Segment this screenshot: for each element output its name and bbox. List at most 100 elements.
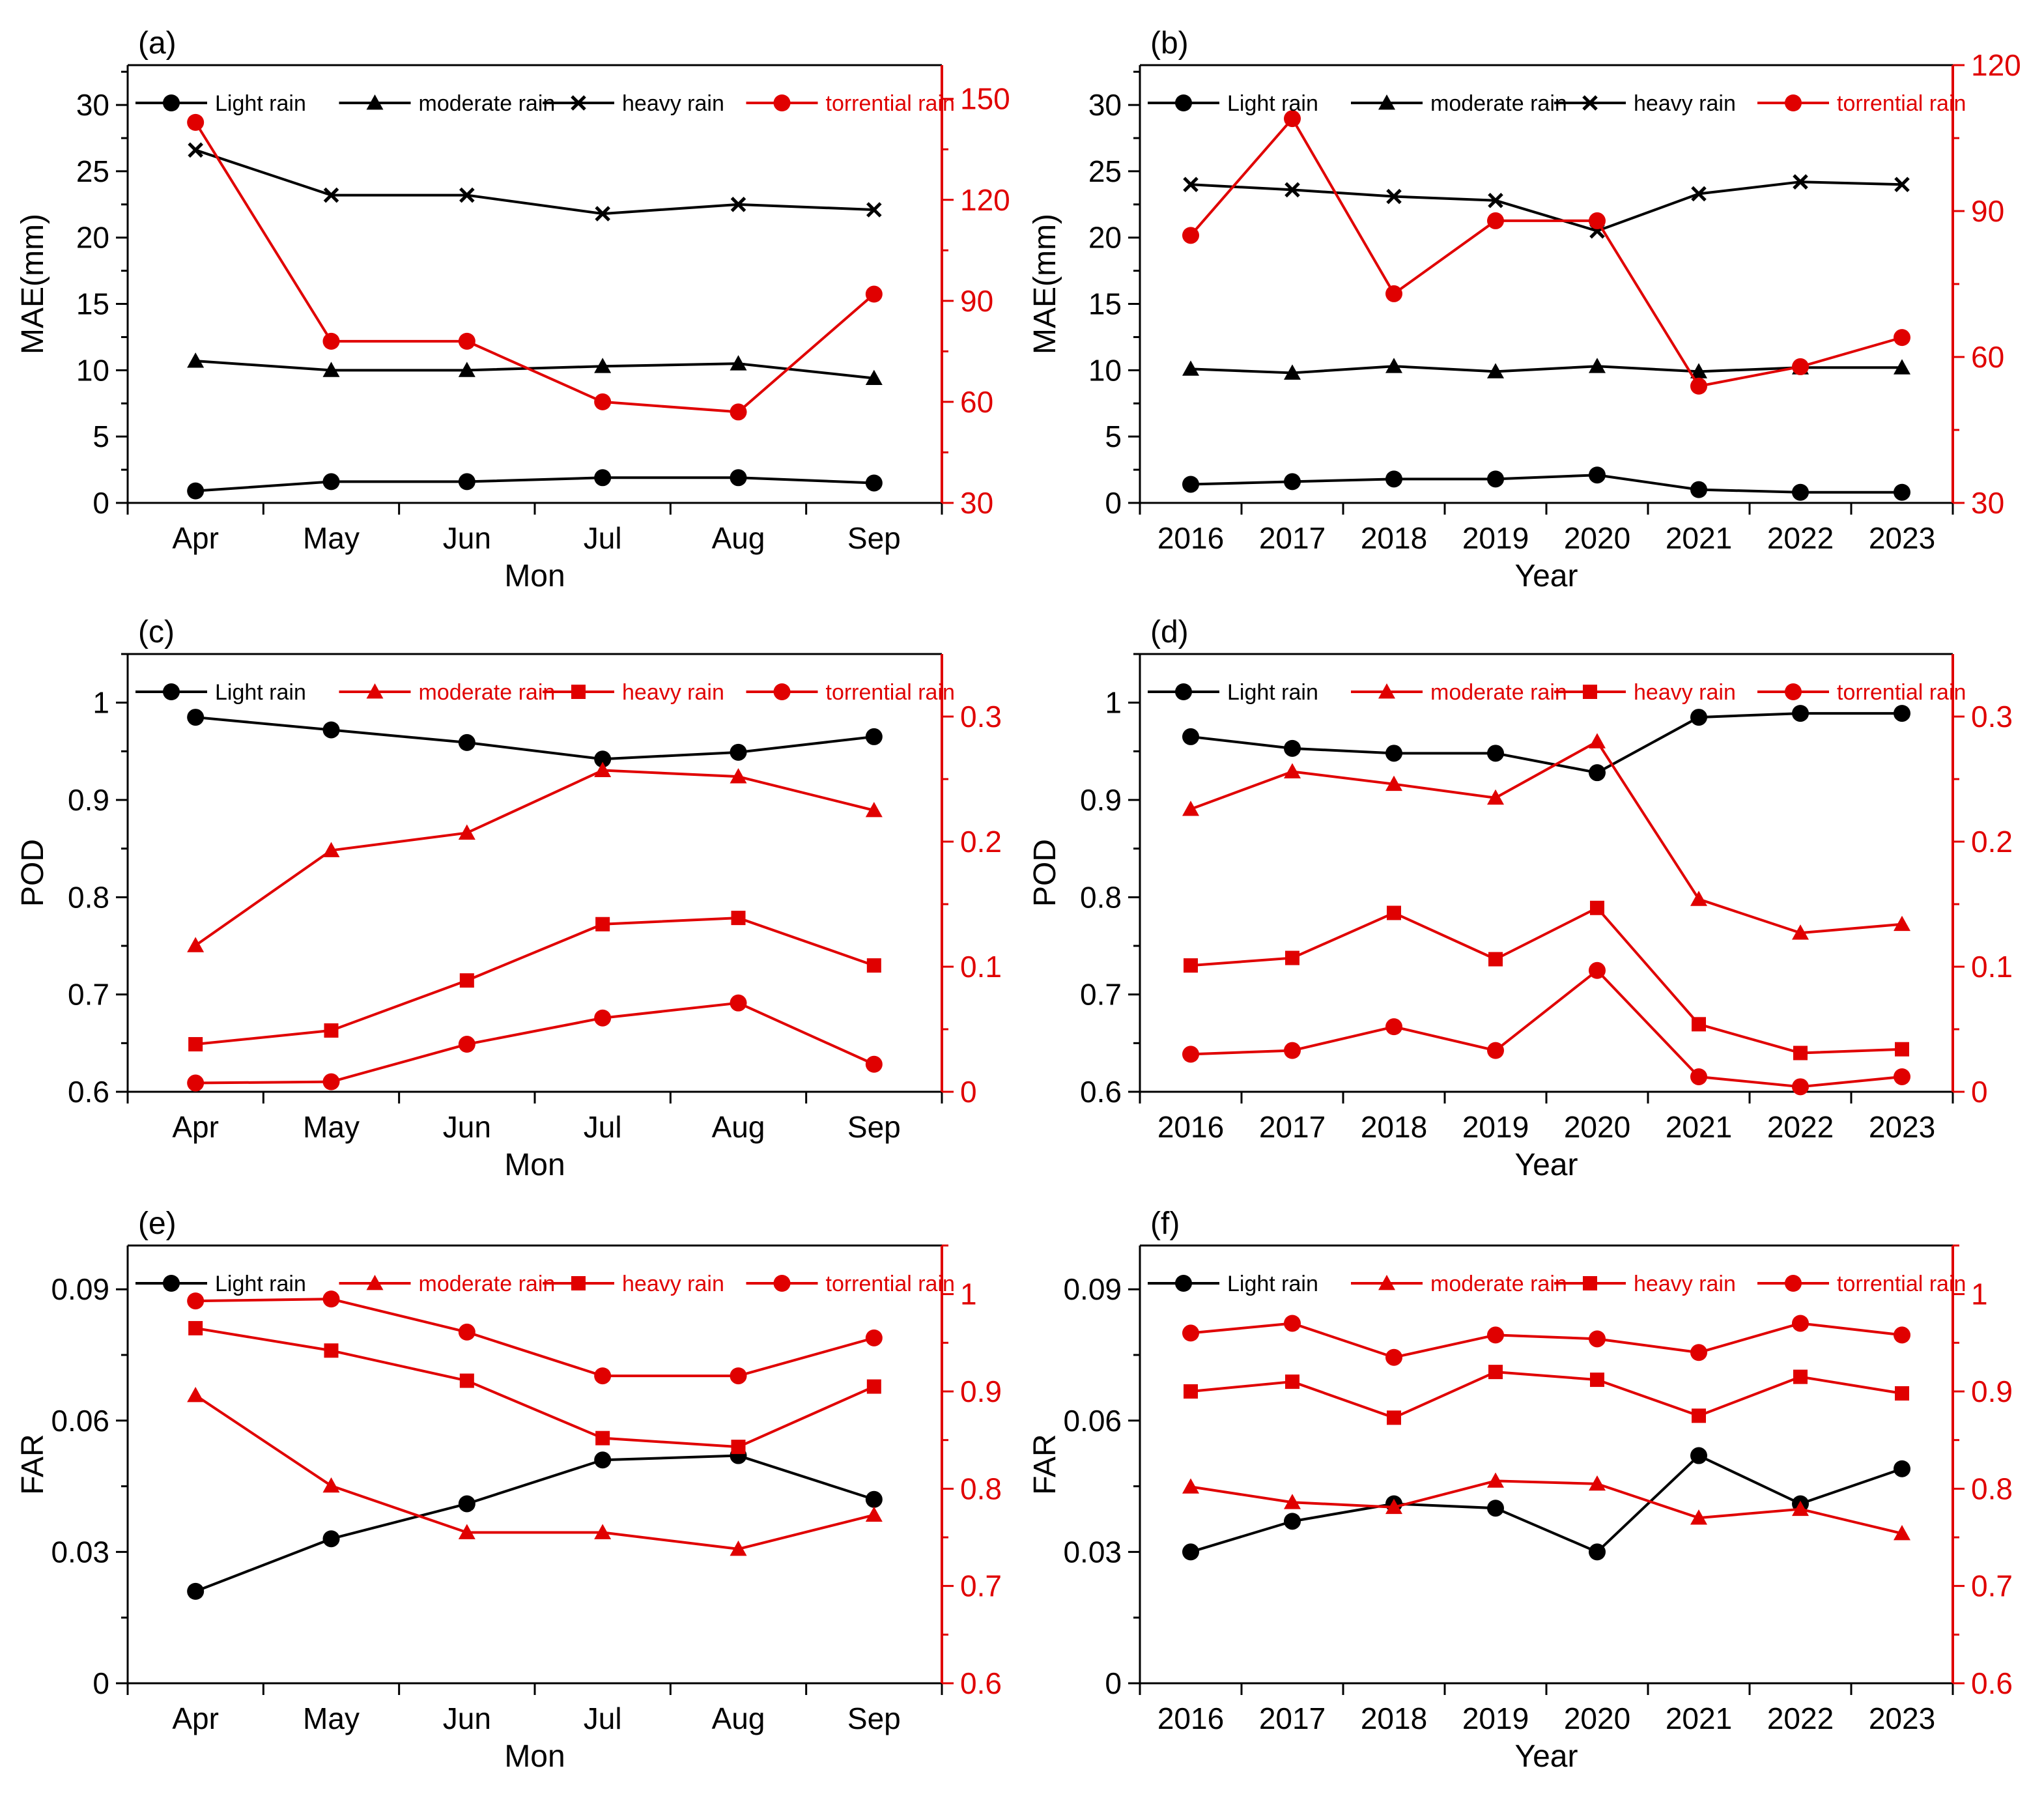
- panel-f-x-tick-label: 2023: [1869, 1701, 1935, 1735]
- panel-e-series-torrential-rain: [187, 1290, 883, 1385]
- panel-a-series-heavy-rain-point: [323, 187, 339, 203]
- panel-a-legend-light-rain: Light rain: [135, 91, 306, 116]
- panel-b-series-moderate-rain-point: [1894, 359, 1910, 375]
- panel-a-series-heavy-rain-point-stroke-b: [866, 202, 882, 218]
- panel-c-legend-torrential-rain-text: torrential rain: [826, 680, 955, 705]
- panel-a-series-torrential-rain: [187, 113, 883, 421]
- panel-c-series-heavy-rain-point: [866, 958, 881, 973]
- panel-b-legend-moderate-rain-text: moderate rain: [1430, 91, 1567, 116]
- panel-e-series-moderate-rain-point: [322, 1477, 340, 1493]
- panel-b-series-heavy-rain-point: [1894, 177, 1910, 193]
- panel-e-legend-heavy-rain: heavy rain: [543, 1272, 724, 1296]
- panel-d-series-heavy-rain-point: [1692, 1017, 1706, 1032]
- panel-a-series-moderate-rain-point: [594, 358, 612, 373]
- panel-b-series-heavy-rain-point: [1285, 182, 1300, 198]
- panel-e-legend-heavy-rain-marker: [571, 1276, 586, 1290]
- panel-a-x-tick-label: Aug: [712, 521, 765, 555]
- panel-e-legend-moderate-rain-marker: [366, 1275, 384, 1290]
- panel-c-series-moderate-rain-point: [187, 937, 205, 952]
- panel-b-series-heavy-rain-point: [1793, 174, 1808, 190]
- panel-e-series-moderate-rain: [187, 1386, 883, 1556]
- panel-d-y2-tick-label: 0.1: [1971, 950, 2013, 984]
- panel-d-x-tick-label: 2022: [1767, 1110, 1834, 1144]
- panel-d-series-heavy-rain-point: [1184, 958, 1198, 973]
- panel-f-series-light-rain-point: [1284, 1513, 1301, 1530]
- panel-b-legend-moderate-rain-marker: [1378, 94, 1395, 110]
- panel-d-x-tick-label: 2020: [1564, 1110, 1630, 1144]
- panel-e-series-torrential-rain-point: [187, 1292, 205, 1310]
- panel-b-series-torrential-rain: [1182, 110, 1910, 395]
- panel-a-y-tick-label: 30: [76, 88, 109, 122]
- panel-a-x-tick-label: Sep: [847, 521, 901, 555]
- panel-f-series-torrential-rain-point: [1487, 1326, 1504, 1344]
- panel-f-label: (f): [1150, 1206, 1180, 1241]
- panel-c-series-torrential-rain-point: [730, 994, 747, 1012]
- panel-b-series-light-rain-point: [1792, 483, 1809, 501]
- panel-b-series-light-rain-point: [1182, 476, 1199, 493]
- panel-a-series-heavy-rain: [188, 142, 882, 221]
- panel-d-legend-moderate-rain-text: moderate rain: [1430, 680, 1567, 705]
- panel-b-series-torrential-rain-point: [1487, 212, 1504, 229]
- panel-b-series-light-rain-point: [1690, 481, 1707, 498]
- panel-e-legend-torrential-rain-text: torrential rain: [826, 1272, 955, 1296]
- panel-d-series-light-rain-point: [1894, 705, 1910, 722]
- panel-b-series-torrential-rain-point: [1182, 227, 1199, 244]
- panel-a-legend-torrential-rain-marker: [773, 94, 791, 111]
- panel-c-y2-tick-label: 0.2: [960, 825, 1002, 859]
- panel-d-series-light-rain-point: [1284, 739, 1301, 757]
- panel-a-x-tick-label: May: [303, 521, 360, 555]
- panel-f-y-tick-label: 0.06: [1063, 1404, 1122, 1438]
- panel-b-legend-torrential-rain-marker: [1785, 94, 1802, 111]
- panel-f-series-torrential-rain-point: [1284, 1315, 1301, 1332]
- panel-f: 2016 2017 2018 2019 2020 2021 2022 2023 0 0.03 0.0…: [1028, 1206, 2013, 1774]
- panel-f-series-heavy-rain-point: [1184, 1384, 1198, 1399]
- panel-a-series-heavy-rain-point: [595, 206, 610, 221]
- panel-d: 2016 2017 2018 2019 2020 2021 2022 2023 0.6 0.7 0.…: [1028, 615, 2013, 1182]
- panel-f-y-tick-label: 0: [1105, 1666, 1122, 1700]
- panel-f-series-heavy-rain: [1184, 1365, 1909, 1425]
- panel-b-x-tick-label: 2023: [1869, 521, 1935, 555]
- panel-c-legend-torrential-rain: torrential rain: [746, 680, 955, 705]
- panel-e-x-tick-label: Apr: [172, 1701, 219, 1735]
- panel-b-y-tick-label: 5: [1105, 420, 1122, 453]
- panel-b-series-moderate-rain-point: [1182, 360, 1199, 376]
- panel-f-series-heavy-rain-line: [1190, 1371, 1903, 1419]
- panel-b-y-tick-label: 15: [1088, 287, 1122, 321]
- panel-a-series-torrential-rain-point: [594, 393, 612, 410]
- panel-e-series-torrential-rain-line: [195, 1298, 875, 1378]
- panel-b-series-torrential-rain-line: [1189, 117, 1903, 388]
- panel-b-series-moderate-rain-point: [1589, 358, 1606, 373]
- panel-c-y2-tick-label: 0.1: [960, 950, 1002, 984]
- panel-a-y2-tick-label: 150: [960, 82, 1010, 116]
- panel-b-series-heavy-rain-point-stroke-b: [1183, 177, 1199, 193]
- panel-a-series-heavy-rain-point: [730, 197, 746, 212]
- panel-b-legend-heavy-rain-marker-stroke-b: [1582, 95, 1598, 111]
- panel-a-legend-moderate-rain-marker: [366, 94, 384, 110]
- panel-c-legend-moderate-rain: moderate rain: [339, 680, 555, 705]
- panel-a-y2-tick-label: 30: [960, 486, 993, 520]
- panel-b-series-torrential-rain-point: [1792, 358, 1809, 375]
- panel-e-y2-tick-label: 0.9: [960, 1374, 1002, 1408]
- panel-b-series-torrential-rain-point: [1690, 377, 1707, 395]
- panel-d-x-tick-label: 2018: [1361, 1110, 1427, 1144]
- panel-b-series-heavy-rain-point-stroke-b: [1285, 182, 1300, 198]
- panel-b-x-tick-label: 2021: [1666, 521, 1732, 555]
- panel-a-legend-light-rain-text: Light rain: [215, 91, 306, 116]
- panel-e-series-torrential-rain-point: [594, 1367, 612, 1385]
- panel-d-series-torrential-rain: [1182, 961, 1910, 1096]
- panel-a-series-torrential-rain-point: [187, 113, 205, 131]
- panel-d-legend-heavy-rain-text: heavy rain: [1634, 680, 1736, 705]
- panel-c-xlabel: Mon: [504, 1148, 565, 1182]
- panel-d-legend-heavy-rain-marker: [1583, 685, 1597, 699]
- panel-a-series-heavy-rain-point-stroke-b: [459, 187, 475, 203]
- panel-e-ylabel: FAR: [16, 1434, 50, 1494]
- panel-d-series-heavy-rain-line: [1190, 906, 1903, 1055]
- panel-b-ylabel: MAE(mm): [1028, 214, 1062, 354]
- panel-f-legend-light-rain-text: Light rain: [1227, 1272, 1318, 1296]
- panel-b-series-light-rain: [1182, 466, 1910, 501]
- panel-f-series-heavy-rain-point: [1692, 1408, 1706, 1423]
- panel-d-series-torrential-rain-point: [1589, 961, 1606, 979]
- panel-d-series-torrential-rain-point: [1690, 1068, 1707, 1085]
- panel-f-x-tick-label: 2021: [1666, 1701, 1732, 1735]
- panel-c-series-moderate-rain-point: [594, 762, 612, 777]
